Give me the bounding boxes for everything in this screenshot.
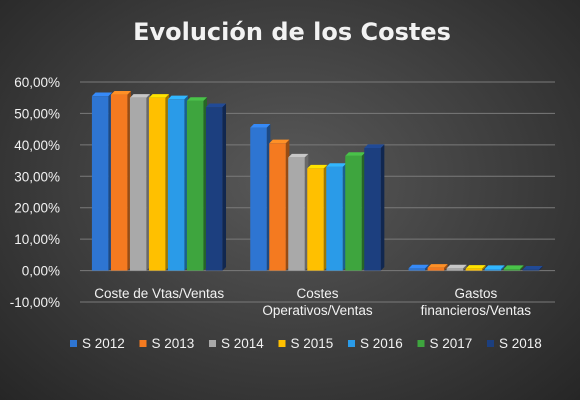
legend-swatch bbox=[487, 340, 494, 347]
bar bbox=[250, 123, 271, 271]
legend-item: S 2013 bbox=[139, 336, 195, 351]
legend-item: S 2018 bbox=[487, 336, 542, 351]
y-tick-label: 0,00% bbox=[22, 264, 60, 279]
legend-swatch bbox=[417, 340, 425, 347]
bar bbox=[345, 152, 366, 271]
category-label: Coste de Vtas/Ventas bbox=[94, 286, 224, 301]
legend: S 2012 S 2013 S 2014 S 2015 S 2016 S 2017 S 20… bbox=[70, 336, 542, 351]
legend-label: S 2018 bbox=[499, 336, 542, 351]
y-tick-label: 60,00% bbox=[14, 75, 60, 90]
y-tick-label: 10,00% bbox=[14, 232, 60, 247]
bar bbox=[110, 90, 132, 271]
legend-label: S 2014 bbox=[221, 336, 264, 351]
y-axis-ticks: 60,00% 50,00% 40,00% 30,00% 20,00% 10,00% 0,00… bbox=[10, 75, 60, 310]
bar bbox=[503, 265, 524, 271]
legend-item: S 2014 bbox=[209, 336, 264, 351]
y-tick-label: 50,00% bbox=[14, 106, 60, 121]
bar bbox=[408, 264, 429, 271]
bar bbox=[167, 95, 189, 271]
bar bbox=[364, 144, 385, 271]
legend-item: S 2016 bbox=[348, 336, 403, 351]
bar bbox=[427, 264, 448, 271]
bar bbox=[446, 264, 467, 271]
bar bbox=[148, 94, 170, 271]
legend-swatch bbox=[209, 340, 216, 347]
category-label: Costes Operativos/Ventas bbox=[262, 286, 373, 318]
category-labels: Coste de Vtas/Ventas Costes Operativos/Ven… bbox=[94, 286, 531, 318]
legend-label: S 2015 bbox=[291, 336, 334, 351]
bar bbox=[522, 266, 543, 271]
legend-swatch bbox=[70, 340, 77, 347]
bar bbox=[91, 92, 113, 271]
bar bbox=[269, 139, 290, 271]
bar bbox=[465, 265, 486, 271]
legend-item: S 2017 bbox=[417, 336, 473, 351]
bar bbox=[307, 164, 328, 271]
y-tick-label: -10,00% bbox=[10, 295, 60, 310]
legend-label: S 2016 bbox=[360, 336, 403, 351]
y-tick-label: 20,00% bbox=[14, 201, 60, 216]
bar bbox=[326, 163, 347, 271]
bar bbox=[186, 97, 208, 271]
legend-swatch bbox=[139, 340, 147, 347]
legend-swatch bbox=[278, 340, 286, 347]
legend-swatch bbox=[348, 340, 355, 347]
legend-item: S 2012 bbox=[70, 336, 125, 351]
category-label: Gastos financieros/Ventas bbox=[421, 286, 532, 318]
bar bbox=[288, 153, 309, 271]
chart-title: Evolución de los Costes bbox=[133, 18, 451, 46]
legend-label: S 2012 bbox=[82, 336, 125, 351]
bar bbox=[484, 265, 505, 271]
legend-item: S 2015 bbox=[278, 336, 334, 351]
legend-label: S 2017 bbox=[430, 336, 473, 351]
bar bbox=[205, 103, 227, 271]
y-tick-label: 40,00% bbox=[14, 138, 60, 153]
bars bbox=[91, 90, 543, 271]
legend-label: S 2013 bbox=[152, 336, 195, 351]
y-tick-label: 30,00% bbox=[14, 169, 60, 184]
bar bbox=[129, 94, 151, 271]
